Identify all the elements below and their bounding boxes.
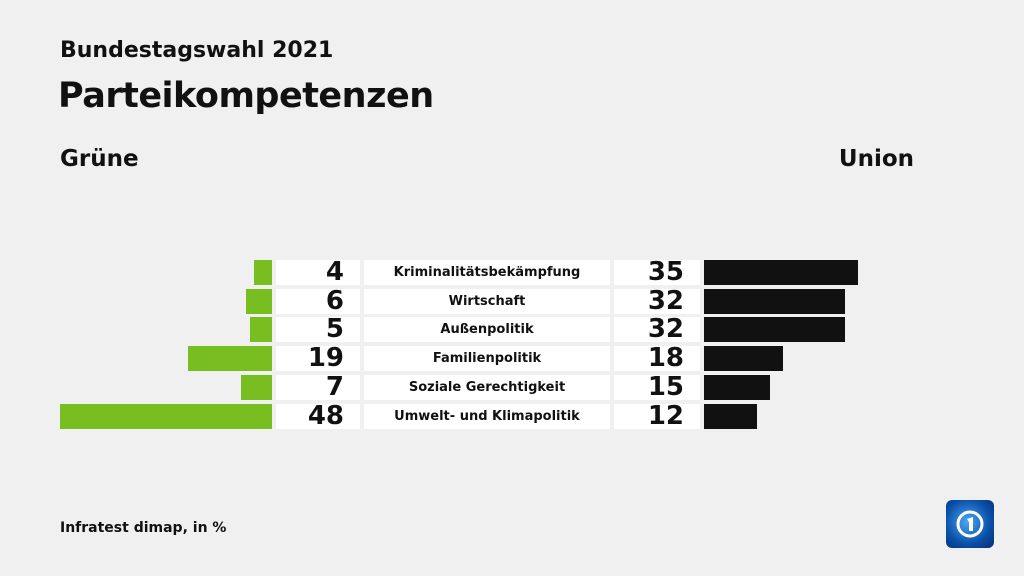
value-union: 32: [614, 316, 700, 343]
legend-left-party: Grüne: [60, 146, 139, 172]
value-union: 35: [614, 259, 700, 285]
bar-union: [704, 288, 846, 314]
value-gruene: 4: [276, 259, 360, 285]
source-note: Infratest dimap, in %: [60, 520, 227, 536]
category-label: Umwelt- und Klimapolitik: [364, 403, 610, 429]
bar-gruene: [249, 317, 272, 343]
bar-gruene: [241, 374, 272, 400]
value-union: 15: [614, 374, 700, 400]
value-gruene: 5: [276, 316, 360, 343]
value-gruene: 48: [276, 403, 360, 429]
category-label: Kriminalitätsbekämpfung: [364, 260, 610, 285]
tagesschau-logo-icon: [946, 500, 994, 548]
bar-union: [704, 260, 859, 285]
value-gruene: 7: [276, 374, 360, 400]
bar-union: [704, 403, 757, 429]
category-label: Familienpolitik: [364, 346, 610, 372]
bar-gruene: [188, 346, 272, 372]
value-gruene: 6: [276, 288, 360, 314]
category-label: Soziale Gerechtigkeit: [364, 374, 610, 400]
supertitle: Bundestagswahl 2021: [60, 38, 334, 63]
value-union: 12: [614, 403, 700, 429]
bar-gruene: [60, 403, 272, 429]
bar-union: [704, 317, 846, 343]
category-label: Außenpolitik: [364, 317, 610, 343]
legend-right-party: Union: [838, 146, 914, 172]
value-union: 18: [614, 345, 700, 372]
bar-union: [704, 374, 771, 400]
bar-gruene: [254, 260, 272, 285]
bar-union: [704, 346, 784, 372]
value-union: 32: [614, 288, 700, 314]
category-label: Wirtschaft: [364, 288, 610, 314]
value-gruene: 19: [276, 345, 360, 372]
chart-title: Parteikompetenzen: [58, 76, 434, 116]
bar-gruene: [245, 288, 272, 314]
